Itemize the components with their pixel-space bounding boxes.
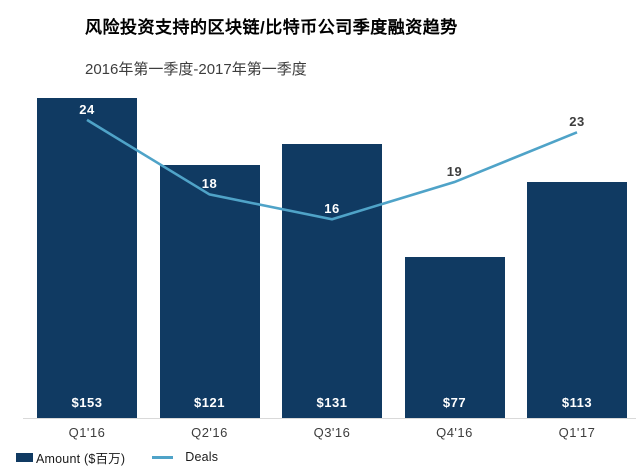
amount-value-label: $153 <box>71 395 103 410</box>
x-axis-label: Q4'16 <box>436 425 473 440</box>
amount-legend-swatch <box>16 452 33 462</box>
x-axis-label: Q2'16 <box>191 425 228 440</box>
amount-value-label: $113 <box>561 395 593 410</box>
x-axis-label: Q3'16 <box>313 425 351 440</box>
chart-legend: Amount ($百万) Deals <box>16 447 218 467</box>
deals-point-label: 19 <box>446 164 463 180</box>
deals-legend-label: Deals <box>185 450 219 464</box>
deals-legend-line-icon <box>152 455 174 459</box>
amount-bar-q117 <box>527 182 627 418</box>
x-axis-line <box>23 418 636 419</box>
deals-point-label: 18 <box>201 176 218 192</box>
chart-subtitle: 2016年第一季度-2017年第一季度 <box>85 61 307 78</box>
amount-value-label: $77 <box>442 395 467 410</box>
chart-title: 风险投资支持的区块链/比特币公司季度融资趋势 <box>85 18 458 37</box>
deals-point-label: 23 <box>569 114 585 130</box>
x-axis-label: Q1'17 <box>558 425 596 440</box>
amount-bar-q116 <box>37 98 137 418</box>
amount-legend-label: Amount ($百万) <box>36 451 126 466</box>
x-axis-label: Q1'16 <box>68 425 106 440</box>
amount-bar-q316 <box>282 144 382 418</box>
amount-bar-q416 <box>404 257 505 418</box>
amount-value-label: $131 <box>316 395 348 410</box>
amount-value-label: $121 <box>194 395 225 410</box>
deals-point-label: 24 <box>79 101 95 117</box>
amount-bar-q216 <box>159 165 260 418</box>
deals-point-label: 16 <box>324 201 340 217</box>
